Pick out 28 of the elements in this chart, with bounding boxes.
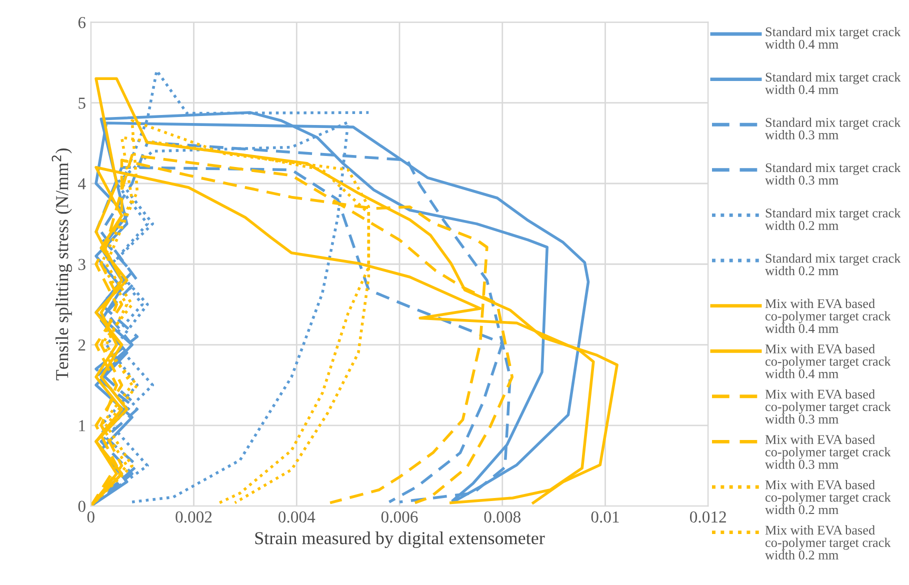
legend-label: Mix with EVA based co-polymer target crack width 0.4 mm <box>765 344 891 378</box>
legend-label: Standard mix target crack width 0.2 mm <box>765 208 901 230</box>
legend-label: Standard mix target crack width 0.2 mm <box>765 254 901 276</box>
y-axis-title: Tensile splitting stress (N/mm$^{2}$) <box>52 148 72 380</box>
legend-label: Mix with EVA based co-polymer target crack width 0.3 mm <box>765 434 891 469</box>
y-tick-label: 3 <box>78 258 86 270</box>
legend-label: Standard mix target crack width 0.4 mm <box>765 27 901 49</box>
x-tick-label: 0.01 <box>591 511 619 523</box>
y-tick-label: 1 <box>79 420 86 432</box>
x-tick-label: 0 <box>87 511 94 523</box>
y-tick-label: 4 <box>78 178 86 190</box>
y-tick-label: 0 <box>78 500 86 512</box>
legend-label: Mix with EVA based co-polymer target crack width 0.2 mm <box>765 480 891 514</box>
x-tick-label: 0.008 <box>484 511 520 523</box>
x-axis-title: Strain measured by digital extensometer <box>255 532 545 548</box>
x-tick-label: 0.012 <box>690 511 726 523</box>
x-tick-label: 0.006 <box>381 511 418 523</box>
y-tick-label: 6 <box>78 16 86 28</box>
y-tick-label: 5 <box>78 98 86 109</box>
legend-label: Mix with EVA based co-polymer target crack width 0.2 mm <box>765 525 891 560</box>
legend-label: Standard mix target crack width 0.3 mm <box>765 162 901 185</box>
x-tick-label: 0.002 <box>176 511 212 523</box>
legend-label: Mix with EVA based co-polymer target crack width 0.3 mm <box>765 389 891 424</box>
legend-label: Mix with EVA based co-polymer target crack width 0.4 mm <box>765 298 891 334</box>
legend-label: Standard mix target crack width 0.4 mm <box>765 72 901 94</box>
legend-label: Standard mix target crack width 0.3 mm <box>765 118 901 140</box>
x-tick-label: 0.004 <box>278 511 316 523</box>
y-tick-label: 2 <box>78 340 86 351</box>
